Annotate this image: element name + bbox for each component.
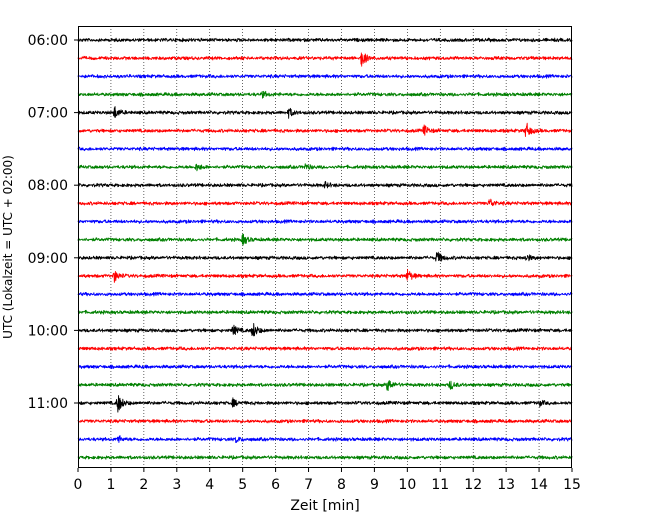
seismogram-trace (77, 233, 573, 246)
x-tick-label: 11 (431, 477, 449, 493)
seismogram-trace (77, 322, 573, 337)
y-tick-label: 11:00 (28, 396, 68, 412)
x-tick-label: 12 (464, 477, 482, 493)
seismogram-trace (77, 268, 573, 283)
y-tick-label: 06:00 (28, 33, 68, 49)
seismogram-trace (77, 74, 573, 79)
y-axis-label: UTC (Lokalzeit = UTC + 02:00) (1, 155, 15, 339)
seismogram-trace (77, 180, 573, 189)
y-tick-label: 09:00 (28, 251, 68, 267)
x-tick-label: 1 (106, 477, 115, 493)
x-tick-label: 8 (337, 477, 346, 493)
seismogram-trace (77, 52, 573, 67)
x-tick-label: 6 (271, 477, 280, 493)
x-tick-label: 0 (74, 477, 83, 493)
x-tick-label: 14 (530, 477, 548, 493)
x-tick-label: 13 (497, 477, 515, 493)
seismogram-trace (77, 418, 573, 424)
seismogram-trace (77, 163, 573, 172)
x-tick-label: 9 (370, 477, 379, 493)
x-tick-label: 2 (139, 477, 148, 493)
seismogram-trace (77, 106, 573, 119)
seismogram-trace (77, 291, 573, 297)
seismogram-trace (77, 90, 573, 99)
seismogram-trace (77, 435, 573, 443)
seismogram-trace (77, 37, 573, 43)
seismogram-trace (77, 309, 573, 315)
x-tick-label: 15 (563, 477, 581, 493)
x-axis: 0 1 2 3 4 5 6 7 8 9 10 11 12 13 14 15 (74, 468, 581, 493)
x-axis-label: Zeit [min] (290, 498, 359, 514)
seismogram-trace (77, 198, 573, 207)
x-tick-label: 7 (304, 477, 313, 493)
x-tick-label: 5 (238, 477, 247, 493)
seismogram-trace (77, 380, 573, 391)
traces-layer (77, 37, 573, 460)
y-tick-label: 07:00 (28, 106, 68, 122)
seismogram-trace (77, 122, 573, 137)
y-tick-label: 08:00 (28, 178, 68, 194)
seismogram-trace (77, 395, 573, 413)
seismogram-trace (77, 346, 573, 351)
y-tick-label: 10:00 (28, 323, 68, 339)
seismogram-trace (77, 455, 573, 460)
plot-frame (78, 26, 572, 468)
x-tick-label: 10 (398, 477, 416, 493)
x-tick-label: 3 (172, 477, 181, 493)
seismogram-trace (77, 251, 573, 262)
x-tick-label: 4 (205, 477, 214, 493)
seismogram-trace (77, 364, 573, 370)
seismogram-trace (77, 219, 573, 224)
seismogram-trace (77, 146, 573, 152)
y-axis: 06:00 07:00 08:00 09:00 10:00 11:00 (28, 33, 78, 412)
